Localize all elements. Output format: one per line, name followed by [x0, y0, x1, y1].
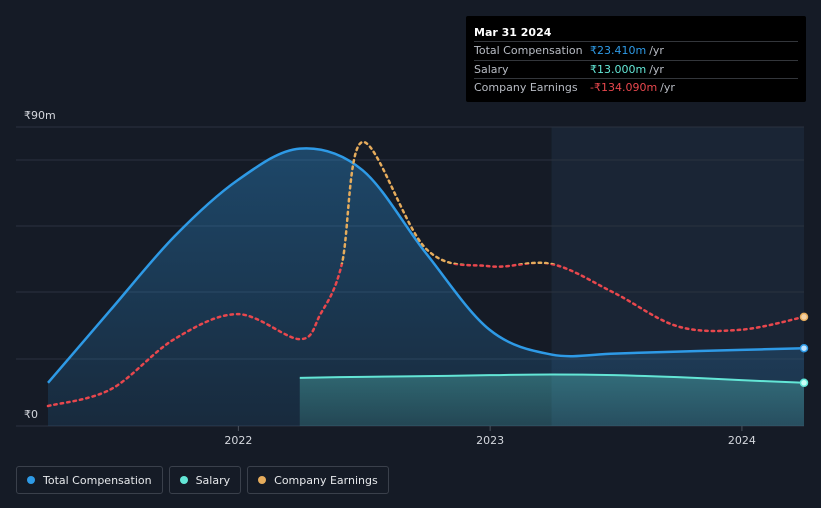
salary-marker [799, 378, 809, 388]
company-earnings-line-positive [340, 140, 557, 264]
total-compensation-line [47, 147, 805, 384]
salary-area [299, 374, 804, 426]
tooltip-unit: /yr [649, 62, 664, 76]
end-markers [799, 312, 809, 388]
tooltip-value: ₹13.000m [590, 62, 647, 76]
tooltip-row-salary: Salary ₹13.000m /yr [474, 59, 798, 79]
axis-ticks: ₹90m ₹0 2022 2023 2024 [24, 109, 756, 447]
company-earnings-line-negative [46, 264, 806, 408]
tooltip-label: Total Compensation [474, 44, 583, 58]
salary-line [299, 373, 805, 384]
tooltip: Mar 31 2024 Total Compensation ₹23.410m … [466, 16, 806, 102]
tooltip-label: Company Earnings [474, 81, 578, 95]
legend-dot-icon [179, 476, 188, 484]
tooltip-value: ₹23.410m [590, 44, 647, 58]
series-lines [46, 140, 806, 408]
company-earnings-marker [799, 312, 809, 322]
legend-item-total-compensation[interactable]: Total Compensation [16, 466, 163, 494]
x-tick-label: 2022 [224, 434, 252, 447]
legend-label: Total Compensation [43, 473, 152, 487]
y-tick-label: ₹0 [24, 408, 38, 421]
tooltip-unit: /yr [649, 44, 664, 58]
x-tick-label: 2024 [728, 434, 756, 447]
legend-label: Company Earnings [274, 473, 378, 487]
series-areas [48, 148, 804, 426]
legend: Total Compensation Salary Company Earnin… [16, 466, 389, 494]
legend-item-salary[interactable]: Salary [168, 466, 242, 494]
tooltip-label: Salary [474, 62, 509, 76]
total-compensation-marker [799, 343, 809, 353]
legend-dot-icon [27, 476, 35, 484]
tooltip-unit: /yr [660, 81, 675, 95]
tooltip-value: -₹134.090m [590, 81, 658, 95]
tooltip-date: Mar 31 2024 [474, 26, 552, 39]
total-compensation-area [48, 148, 804, 426]
y-tick-label: ₹90m [24, 109, 56, 122]
legend-dot-icon [258, 476, 267, 484]
tooltip-row-total-compensation: Total Compensation ₹23.410m /yr [474, 41, 798, 60]
legend-item-company-earnings[interactable]: Company Earnings [247, 466, 389, 494]
x-tick-label: 2023 [476, 434, 504, 447]
legend-label: Salary [195, 473, 231, 487]
tooltip-row-company-earnings: Company Earnings -₹134.090m /yr [474, 78, 798, 97]
